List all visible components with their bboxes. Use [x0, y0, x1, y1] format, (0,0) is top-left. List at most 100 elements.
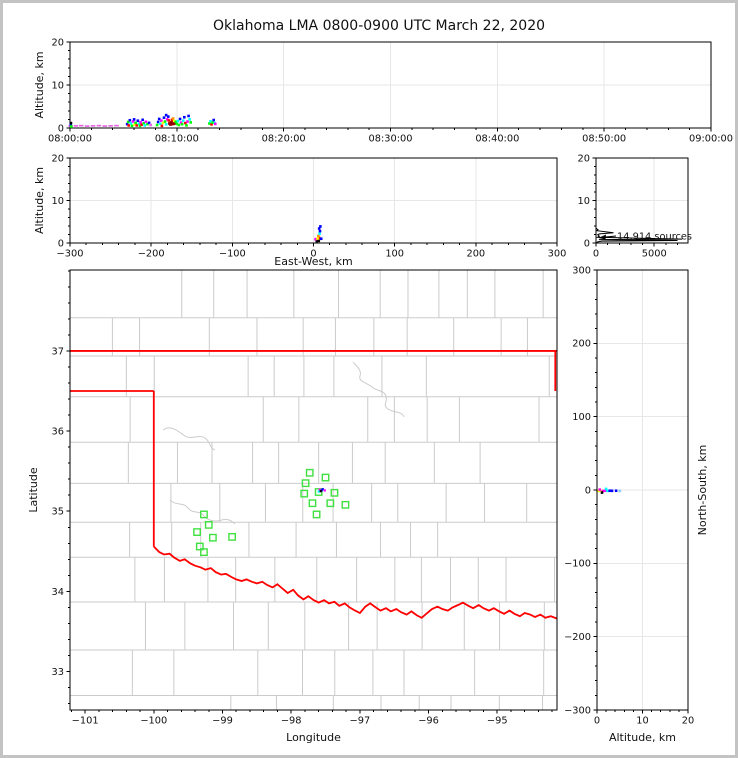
- y-tick-label: 34: [52, 587, 64, 598]
- source-point: [321, 488, 324, 491]
- y-tick-label: 20: [578, 153, 590, 164]
- source-point: [165, 118, 169, 121]
- source-point: [158, 122, 162, 125]
- lma-station: [305, 468, 314, 477]
- source-point: [108, 125, 113, 127]
- source-point: [601, 489, 605, 493]
- x-tick-label: 08:30:00: [369, 134, 413, 145]
- source-point: [69, 123, 73, 126]
- source-point: [139, 120, 142, 124]
- source-point: [213, 122, 217, 126]
- source-point: [131, 120, 135, 123]
- source-count-profile: [595, 158, 683, 244]
- y-tick-label: 20: [52, 153, 64, 164]
- source-point: [189, 121, 193, 124]
- source-point: [212, 118, 215, 122]
- panel-time-height: 08:00:00 08:10:00 08:20:00 08:30:00 08:40:00…: [48, 37, 733, 144]
- source-point: [141, 118, 144, 122]
- x-tick-label: 5000: [642, 249, 667, 260]
- source-point: [126, 120, 130, 124]
- lma-station: [308, 499, 317, 508]
- source-point: [130, 124, 134, 128]
- source-point: [318, 232, 321, 235]
- ns-height-xlabel: Altitude, km: [609, 731, 676, 744]
- lma-station: [228, 532, 237, 541]
- source-point: [172, 119, 176, 123]
- y-tick-label: 33: [52, 667, 64, 678]
- ew-height-ylabel: Altitude, km: [33, 167, 46, 234]
- source-point: [173, 122, 176, 125]
- source-point: [603, 489, 607, 493]
- source-point: [319, 490, 322, 493]
- ns-height-ylabel: North-South, km: [696, 445, 709, 536]
- source-point: [137, 122, 141, 125]
- x-tick-label: 200: [466, 249, 485, 260]
- source-point: [147, 121, 151, 125]
- source-point: [132, 118, 136, 121]
- x-tick-label: 08:10:00: [155, 134, 199, 145]
- source-point: [318, 488, 321, 491]
- x-tick-label: −99: [212, 716, 233, 727]
- x-tick-label: 08:00:00: [48, 134, 92, 145]
- y-tick-label: 0: [584, 238, 590, 249]
- lma-station: [326, 499, 335, 508]
- lma-station: [193, 528, 201, 536]
- source-point: [179, 121, 183, 124]
- source-point: [156, 120, 160, 124]
- source-point: [178, 117, 182, 121]
- source-point: [318, 229, 322, 233]
- source-point: [188, 118, 191, 121]
- lma-station: [195, 542, 204, 551]
- x-tick-label: −96: [418, 716, 439, 727]
- x-tick-label: −100: [140, 716, 167, 727]
- source-point: [160, 119, 163, 122]
- source-point: [69, 121, 73, 125]
- lma-station: [341, 500, 350, 509]
- source-point: [180, 122, 184, 126]
- source-count-annotation: 14,914 sources: [617, 232, 692, 243]
- source-point: [135, 124, 139, 127]
- lma-station: [200, 548, 208, 557]
- source-point: [608, 489, 612, 493]
- lma-station: [204, 520, 213, 529]
- source-point: [96, 124, 102, 127]
- source-point: [317, 239, 321, 243]
- plot-title: Oklahoma LMA 0800-0900 UTC March 22, 202…: [213, 18, 545, 34]
- y-tick-label: −300: [564, 705, 591, 716]
- source-point: [128, 118, 132, 122]
- time-height-ylabel: Altitude, km: [33, 51, 46, 118]
- source-point: [187, 114, 190, 118]
- annotation-arrowhead: [598, 234, 606, 240]
- red-river-border: [153, 545, 558, 620]
- x-tick-label: 20: [682, 716, 694, 727]
- county-boundaries: [70, 270, 557, 710]
- source-point: [163, 120, 167, 123]
- x-tick-label: 100: [385, 249, 404, 260]
- source-point: [167, 119, 171, 122]
- x-tick-label: 08:20:00: [262, 134, 306, 145]
- y-tick-label: 37: [52, 346, 64, 357]
- source-point: [209, 120, 212, 123]
- source-point: [606, 489, 609, 493]
- lma-station-markers: [193, 468, 350, 557]
- source-point: [129, 121, 133, 125]
- source-point: [317, 236, 321, 240]
- source-point: [136, 119, 140, 122]
- x-tick-label: −300: [57, 249, 84, 260]
- source-point: [181, 119, 185, 122]
- y-tick-label: 0: [58, 123, 64, 134]
- source-point: [604, 487, 608, 491]
- source-point: [316, 237, 319, 240]
- lightning-source-cluster: [317, 488, 326, 493]
- source-point: [174, 120, 178, 124]
- lma-station: [301, 479, 310, 488]
- source-point: [125, 122, 129, 126]
- y-tick-label: 0: [58, 238, 64, 249]
- x-tick-label: 0: [310, 249, 316, 260]
- map-xlabel: Longitude: [286, 731, 341, 744]
- source-point: [69, 125, 73, 128]
- source-point: [598, 488, 602, 491]
